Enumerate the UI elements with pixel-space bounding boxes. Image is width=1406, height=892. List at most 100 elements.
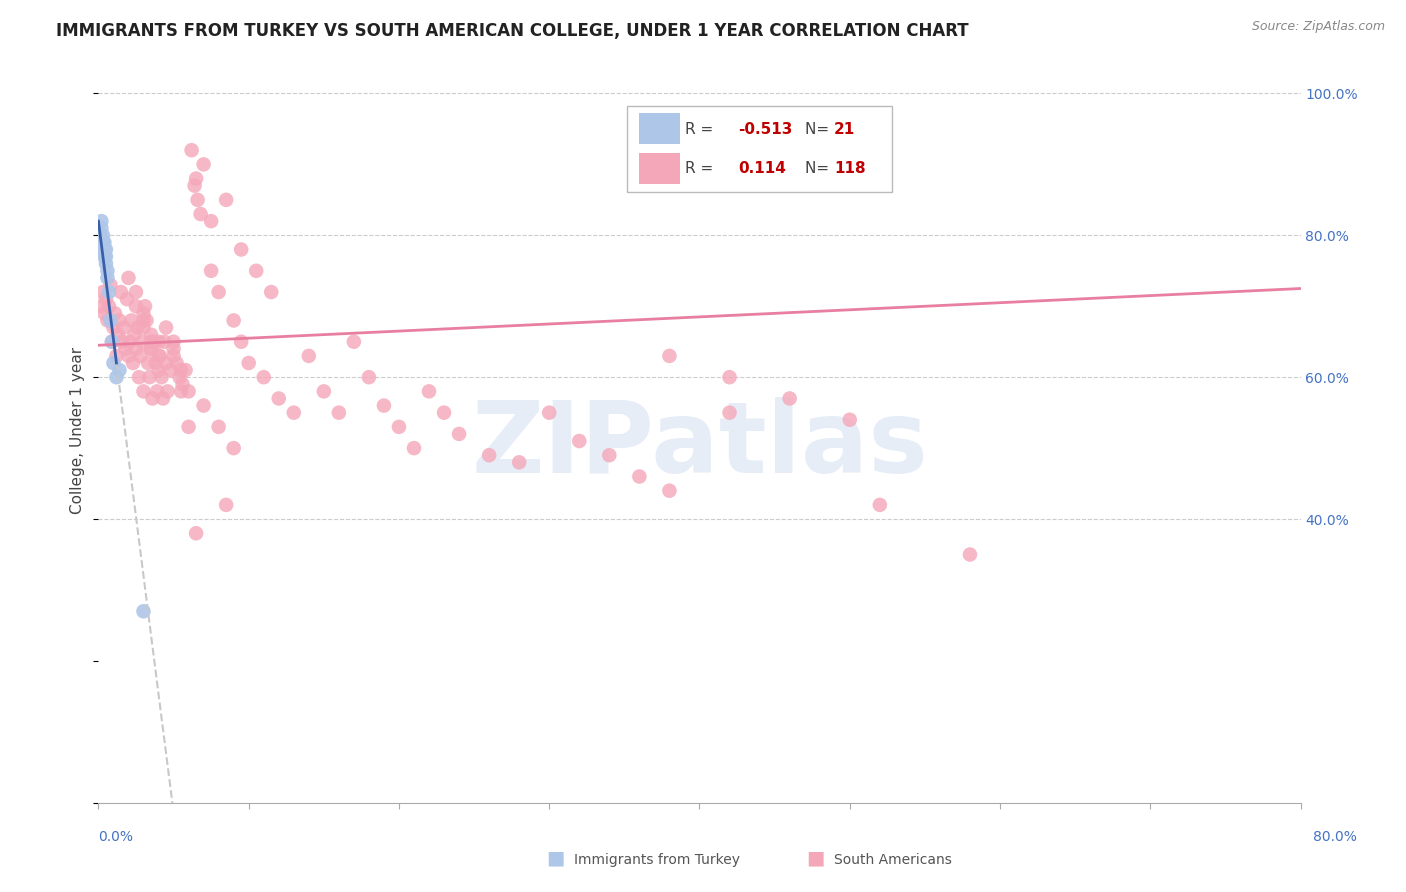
Point bbox=[402, 441, 425, 455]
Point bbox=[433, 406, 456, 420]
Text: 118: 118 bbox=[834, 161, 866, 177]
Point bbox=[117, 349, 139, 363]
Point bbox=[139, 334, 162, 349]
Text: 21: 21 bbox=[834, 122, 855, 137]
Point bbox=[447, 426, 470, 441]
Point bbox=[959, 548, 981, 562]
Point bbox=[298, 349, 321, 363]
Point bbox=[138, 370, 160, 384]
Point bbox=[267, 392, 290, 406]
Point bbox=[103, 320, 125, 334]
Text: 0.114: 0.114 bbox=[738, 161, 786, 177]
Point bbox=[658, 349, 681, 363]
Text: ■: ■ bbox=[806, 848, 825, 868]
Point bbox=[170, 384, 193, 399]
Point bbox=[231, 243, 253, 257]
Point bbox=[177, 384, 200, 399]
Point bbox=[132, 604, 155, 618]
Point bbox=[101, 334, 124, 349]
Point bbox=[141, 392, 163, 406]
Point bbox=[200, 264, 222, 278]
Point bbox=[208, 285, 231, 299]
Point bbox=[146, 384, 169, 399]
Text: N=: N= bbox=[806, 122, 834, 137]
Point bbox=[112, 320, 135, 334]
Point bbox=[90, 214, 112, 228]
Point bbox=[718, 406, 741, 420]
Point bbox=[148, 349, 170, 363]
Point bbox=[869, 498, 891, 512]
Point bbox=[121, 313, 143, 327]
Point bbox=[159, 363, 181, 377]
Point bbox=[184, 526, 207, 541]
FancyBboxPatch shape bbox=[640, 153, 681, 184]
Point bbox=[125, 285, 148, 299]
Point bbox=[132, 384, 155, 399]
Point bbox=[94, 243, 117, 257]
Point bbox=[184, 171, 207, 186]
Text: South Americans: South Americans bbox=[834, 853, 952, 867]
Text: ■: ■ bbox=[546, 848, 565, 868]
Point bbox=[628, 469, 651, 483]
Point bbox=[238, 356, 260, 370]
Point bbox=[328, 406, 350, 420]
Point bbox=[97, 299, 120, 313]
Text: N=: N= bbox=[806, 161, 834, 177]
Point bbox=[103, 356, 125, 370]
Point bbox=[190, 207, 212, 221]
Point bbox=[418, 384, 440, 399]
Point bbox=[598, 448, 620, 462]
Y-axis label: College, Under 1 year: College, Under 1 year bbox=[70, 347, 86, 514]
Point bbox=[93, 250, 115, 264]
Point bbox=[166, 356, 188, 370]
Point bbox=[658, 483, 681, 498]
Point bbox=[152, 392, 174, 406]
Point bbox=[200, 214, 222, 228]
Point bbox=[139, 327, 162, 342]
Point bbox=[124, 327, 146, 342]
Point bbox=[96, 264, 118, 278]
Point bbox=[170, 363, 193, 377]
Point bbox=[139, 342, 162, 356]
Point bbox=[91, 285, 114, 299]
Point bbox=[155, 356, 177, 370]
Point bbox=[91, 228, 114, 243]
Point bbox=[114, 342, 136, 356]
Point bbox=[177, 420, 200, 434]
Point bbox=[110, 285, 132, 299]
Point bbox=[143, 334, 166, 349]
Point bbox=[89, 228, 111, 243]
Text: 0.0%: 0.0% bbox=[98, 830, 134, 844]
Point bbox=[107, 327, 129, 342]
Point bbox=[174, 363, 197, 377]
Point bbox=[132, 313, 155, 327]
Text: 80.0%: 80.0% bbox=[1313, 830, 1357, 844]
Point bbox=[215, 193, 238, 207]
Point bbox=[153, 334, 176, 349]
Point bbox=[125, 342, 148, 356]
Point bbox=[117, 271, 139, 285]
Point bbox=[215, 498, 238, 512]
Point bbox=[568, 434, 591, 448]
Point bbox=[162, 334, 184, 349]
Point bbox=[245, 264, 267, 278]
Point bbox=[169, 370, 191, 384]
Point bbox=[187, 193, 209, 207]
Point bbox=[105, 349, 128, 363]
Point bbox=[373, 399, 395, 413]
Point bbox=[148, 363, 170, 377]
Point bbox=[108, 313, 131, 327]
Point bbox=[93, 306, 115, 320]
Point bbox=[134, 299, 156, 313]
Text: Source: ZipAtlas.com: Source: ZipAtlas.com bbox=[1251, 20, 1385, 33]
Point bbox=[162, 349, 184, 363]
Point bbox=[118, 334, 141, 349]
Point bbox=[101, 334, 124, 349]
Point bbox=[718, 370, 741, 384]
Point bbox=[838, 413, 860, 427]
Point bbox=[100, 277, 122, 292]
Point bbox=[94, 250, 117, 264]
Point bbox=[193, 157, 215, 171]
Point bbox=[115, 292, 138, 306]
Point bbox=[283, 406, 305, 420]
